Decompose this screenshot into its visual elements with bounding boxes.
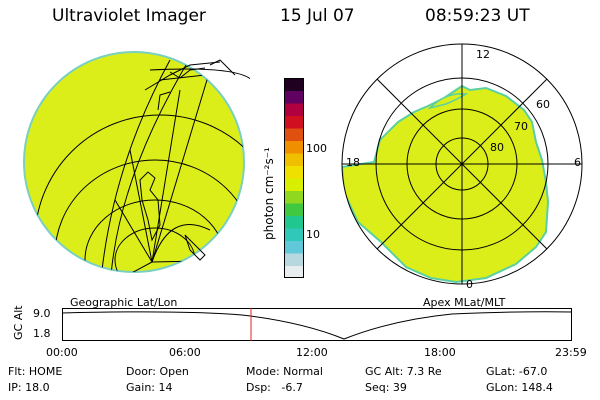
left-panel-caption: Geographic Lat/Lon [70, 296, 178, 309]
colorbar-segment [284, 215, 304, 229]
info-door: Door: Open [126, 365, 189, 378]
color-scale-bar [284, 78, 304, 278]
colorbar-segment [284, 165, 304, 179]
info-gain: Gain: 14 [126, 381, 173, 394]
colorbar-segment [284, 103, 304, 116]
right-panel-caption: Apex MLat/MLT [423, 296, 506, 309]
apex-polar-panel [341, 43, 583, 285]
alt-chart-ytick-bottom: 1.8 [33, 327, 51, 340]
colorbar-tick-100: 100 [306, 142, 327, 155]
info-ip: IP: 18.0 [8, 381, 50, 394]
mlt-label-0: 0 [466, 278, 473, 291]
info-seq: Seq: 39 [365, 381, 407, 394]
info-mode: Mode: Normal [246, 365, 323, 378]
time-tick-00: 00:00 [46, 346, 78, 359]
colorbar-segment [284, 140, 304, 154]
date-label: 15 Jul 07 [280, 6, 355, 26]
info-dsp: Dsp: -6.7 [246, 381, 303, 394]
coastline-outline [139, 59, 236, 261]
colorbar-segment [284, 265, 304, 278]
geographic-image-panel [23, 51, 250, 273]
colorbar-segment [284, 178, 304, 191]
mlat-label-60: 60 [536, 98, 550, 111]
colorbar-segment [284, 115, 304, 129]
time-tick-06: 06:00 [169, 346, 201, 359]
colorbar-segment [284, 190, 304, 204]
mlt-label-18: 18 [346, 156, 360, 169]
time-tick-12: 12:00 [296, 346, 328, 359]
mlat-label-80: 80 [490, 141, 504, 154]
info-gc-alt: GC Alt: 7.3 Re [365, 365, 442, 378]
info-glon: GLon: 148.4 [486, 381, 553, 394]
colorbar-segment [284, 228, 304, 241]
instrument-title: Ultraviolet Imager [52, 6, 206, 26]
auroral-arc [427, 93, 469, 110]
mlt-label-12: 12 [476, 48, 490, 61]
time-tick-18: 18:00 [424, 346, 456, 359]
colorbar-segment [284, 128, 304, 141]
polar-grid [341, 43, 583, 285]
altitude-plot [62, 308, 572, 341]
altitude-curve [62, 311, 572, 340]
alt-chart-ytick-top: 9.0 [33, 307, 51, 320]
info-glat: GLat: -67.0 [486, 365, 548, 378]
colorbar-tick-10: 10 [306, 228, 320, 241]
colorbar-segment [284, 253, 304, 266]
colorbar-segment [284, 203, 304, 216]
colorbar-segment [284, 78, 304, 91]
colorbar-segment [284, 90, 304, 104]
orbit-track [149, 68, 250, 80]
colorbar-segment [284, 153, 304, 166]
time-label: 08:59:23 UT [425, 6, 530, 26]
info-flight: Flt: HOME [8, 365, 63, 378]
mlt-label-6: 6 [574, 156, 581, 169]
colorbar-segment [284, 240, 304, 254]
alt-chart-ylabel: GC Alt [12, 305, 25, 340]
time-tick-2359: 23:59 [555, 346, 587, 359]
mlat-label-70: 70 [514, 120, 528, 133]
colorbar-unit-label: photon cm⁻²s⁻¹ [262, 147, 276, 240]
